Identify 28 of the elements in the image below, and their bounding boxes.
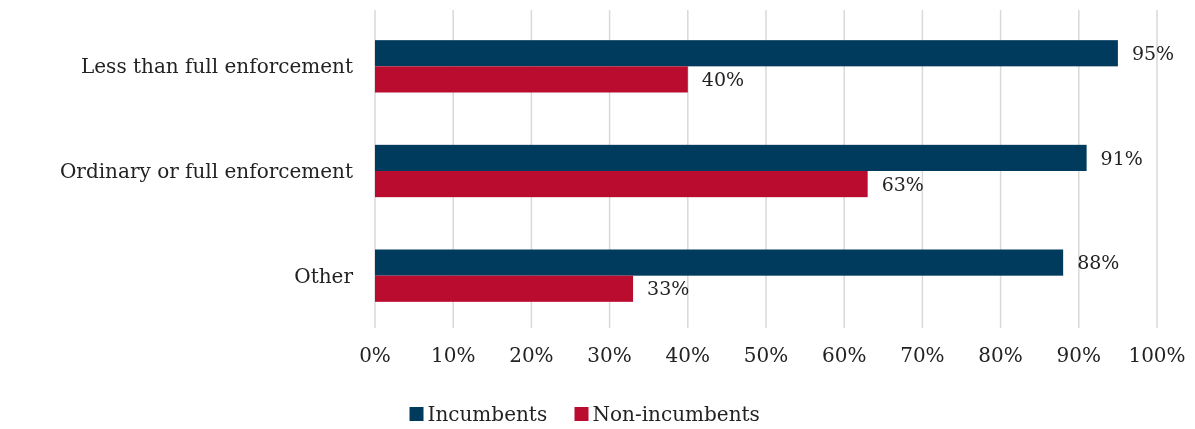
- y-tick-label: Other: [294, 263, 354, 288]
- x-tick-label: 70%: [900, 343, 945, 367]
- legend-label: Non-incumbents: [592, 402, 760, 426]
- bar: [375, 40, 1118, 67]
- data-label: 88%: [1077, 251, 1120, 274]
- x-tick-label: 40%: [665, 343, 711, 367]
- legend-label: Incumbents: [427, 402, 548, 426]
- x-tick-label: 20%: [509, 343, 554, 367]
- data-label: 91%: [1100, 146, 1143, 169]
- x-tick-label: 100%: [1128, 343, 1186, 367]
- bar: [375, 171, 868, 198]
- x-tick-label: 80%: [978, 343, 1023, 367]
- x-tick-label: 30%: [587, 343, 632, 367]
- bar: [375, 66, 688, 93]
- x-tick-label: 10%: [430, 343, 476, 367]
- bar: [375, 249, 1064, 276]
- x-tick-label: 60%: [821, 343, 867, 367]
- x-tick-label: 90%: [1056, 343, 1102, 367]
- data-label: 95%: [1131, 41, 1175, 64]
- data-label: 63%: [881, 172, 924, 195]
- y-tick-label: Less than full enforcement: [81, 54, 353, 79]
- bar: [375, 144, 1087, 171]
- x-tick-label: 50%: [743, 343, 789, 367]
- data-label: 33%: [647, 277, 690, 300]
- bar: [375, 275, 634, 302]
- x-tick-label: 0%: [359, 343, 391, 367]
- y-tick-label: Ordinary or full enforcement: [59, 159, 353, 183]
- data-label: 40%: [701, 68, 745, 91]
